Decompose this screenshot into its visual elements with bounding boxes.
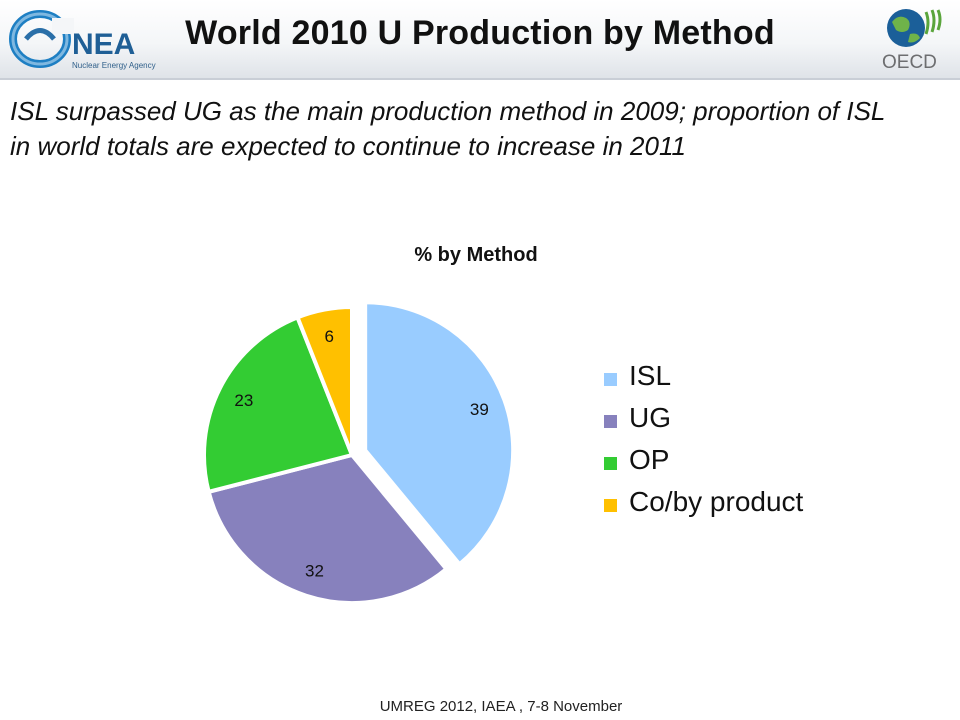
data-label-co-by-product: 6 [325,327,334,346]
nea-logo-icon [9,10,74,68]
legend-label: UG [629,402,671,433]
chart-title: % by Method [414,244,538,266]
data-label-ug: 32 [305,561,324,580]
legend-label: Co/by product [629,486,804,517]
pie-slice-co-by-product [294,304,354,456]
legend-label: OP [629,444,670,475]
legend-swatch [604,373,617,386]
oecd-logo-text: OECD [882,52,937,73]
slide-title: World 2010 U Production by Method [185,14,775,52]
nea-logo-text: NEA [72,28,135,61]
legend-label: ISL [629,360,672,391]
legend-swatch [604,499,617,512]
pie-chart: 39 32 23 6 [202,300,516,605]
legend-swatch [604,415,617,428]
data-label-op: 23 [234,391,253,410]
nea-logo: NEA Nuclear Energy Agency [9,10,156,70]
data-label-isl: 39 [470,400,489,419]
oecd-logo: OECD [882,9,942,73]
oecd-globe-icon [887,9,942,47]
pie-slice-op [202,314,355,495]
slide-header: NEA Nuclear Energy Agency World 2010 U P… [0,0,960,80]
legend-swatch [604,457,617,470]
pie-slice-ug [206,452,450,605]
slide-subtitle: ISL surpassed UG as the main production … [10,96,885,161]
slide-footer: UMREG 2012, IAEA , 7-8 November [379,698,623,715]
pie-slice-isl [363,300,516,568]
nea-logo-tagline: Nuclear Energy Agency [72,61,156,70]
